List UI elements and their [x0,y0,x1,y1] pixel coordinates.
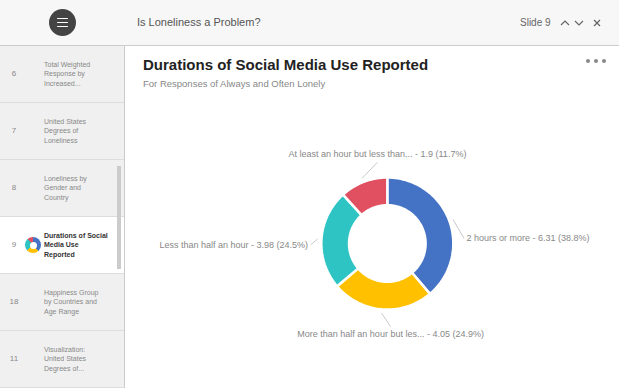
html-text:Is Loneliness a Problem?: Is Loneliness a Problem? [137,16,261,28]
svg-text:More than half an hour but les: More than half an hour but les... - 4.05… [297,329,484,339]
html-text:7: 7 [11,126,17,135]
svg-text:At least an hour but less than: At least an hour but less than... - 1.9 … [288,149,466,159]
html-text:Durations of Social Media Use: Durations of Social Media Use Reported [44,231,108,258]
svg-text:Less than half an hour - 3.98: Less than half an hour - 3.98 (24.5%) [160,240,309,250]
svg-text:2 hours or more - 6.31 (38.8%): 2 hours or more - 6.31 (38.8%) [467,233,590,243]
html-text:6: 6 [11,69,17,78]
html-text:Happiness Group by Countries a: Happiness Group by Countries and Age Ran… [44,288,99,315]
html-text:18: 18 [9,297,19,306]
html-text:Visualization: United States D: Visualization: United States Degrees of.… [44,345,86,372]
html-text:Slide 9: Slide 9 [520,17,551,28]
html-text:United States Degrees of Lonel: United States Degrees of Loneliness [44,117,86,144]
html-text:8: 8 [11,183,17,192]
html-text:Durations of Social Media Use: Durations of Social Media Use Reported [143,56,429,73]
html-text:9: 9 [11,240,17,249]
html-text:Loneliness by Gender and Count: Loneliness by Gender and Country [44,174,87,201]
html-text:Total Weighted Response by Inc: Total Weighted Response by Increased... [44,60,91,87]
html-text:For Responses of Always and Of: For Responses of Always and Often Lonely [143,78,326,89]
html-text:11: 11 [9,354,19,363]
